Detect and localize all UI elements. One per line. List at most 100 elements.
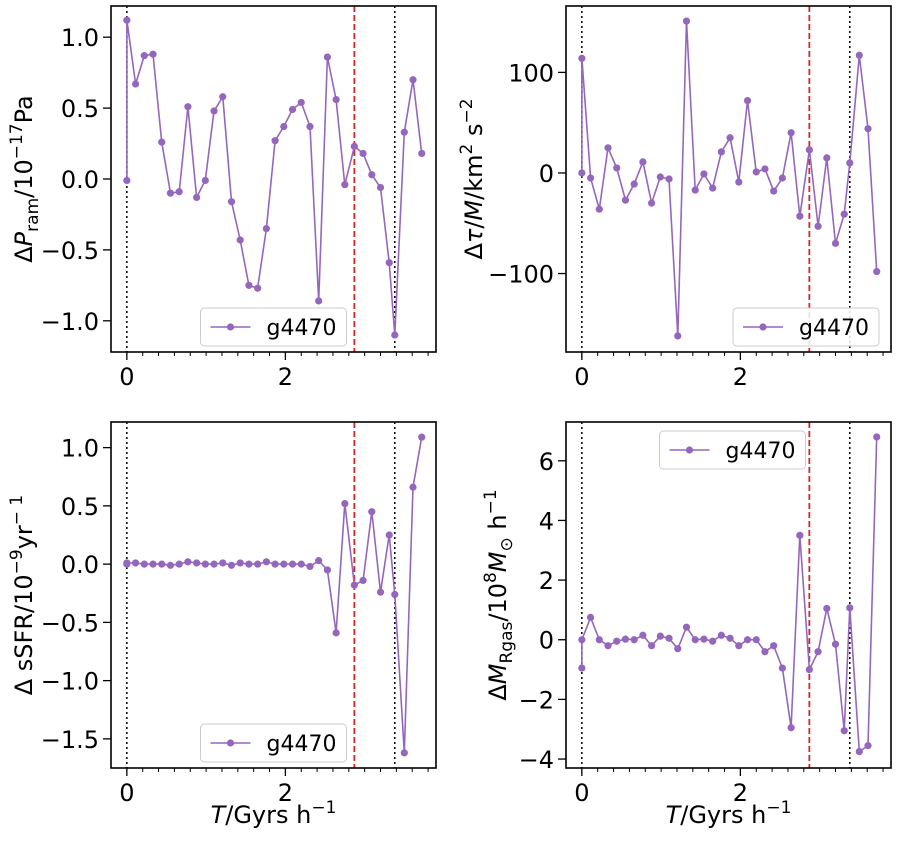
data-point: [796, 531, 804, 539]
data-point: [131, 559, 140, 567]
y-tick-label: −4: [519, 746, 554, 774]
series-line: [126, 436, 423, 753]
data-point: [735, 178, 743, 186]
data-point: [385, 259, 393, 267]
x-tick-label: 2: [278, 779, 293, 807]
data-point: [691, 186, 699, 194]
data-point: [674, 332, 682, 340]
data-point: [409, 483, 417, 491]
data-point: [219, 559, 227, 567]
legend-marker: [226, 739, 235, 747]
y-tick-label: 0.0: [61, 551, 99, 579]
legend: g4470: [659, 430, 806, 470]
data-point: [840, 727, 848, 735]
data-point: [149, 560, 157, 568]
data-point: [368, 508, 376, 516]
y-tick-label: 0: [539, 160, 554, 188]
data-point: [796, 212, 804, 220]
data-point: [227, 198, 236, 206]
data-point: [391, 590, 399, 599]
axes-frame: [565, 421, 892, 769]
data-point: [271, 137, 279, 145]
data-point: [184, 558, 192, 566]
data-point: [184, 103, 192, 111]
data-point: [831, 239, 840, 247]
y-tick-label: 100: [508, 59, 554, 87]
data-point: [166, 561, 175, 569]
plot-area: [578, 422, 881, 768]
data-point: [717, 148, 725, 156]
data-point: [814, 222, 822, 230]
data-point: [193, 193, 201, 202]
data-point: [140, 52, 148, 60]
data-point: [674, 645, 682, 653]
data-point: [700, 170, 708, 178]
legend-label: g4470: [799, 316, 869, 341]
data-point: [846, 159, 854, 167]
x-tick-label: 2: [733, 779, 748, 807]
data-point: [682, 17, 691, 25]
legend-marker: [226, 323, 235, 331]
legend-marker: [685, 446, 694, 454]
data-point: [864, 125, 872, 133]
data-point: [210, 560, 218, 568]
data-point: [814, 648, 822, 656]
data-point: [873, 433, 881, 441]
series-line: [581, 436, 878, 754]
y-tick-label: −100: [488, 261, 554, 289]
data-point: [840, 210, 848, 218]
data-point: [350, 142, 358, 150]
data-point: [613, 637, 621, 645]
legend-label: g4470: [267, 316, 337, 341]
data-point: [717, 631, 725, 639]
data-point: [787, 129, 795, 137]
data-point: [201, 560, 209, 568]
y-tick-label: −2: [519, 686, 554, 714]
data-point: [341, 499, 349, 508]
y-axis-label: ΔPram/10−17Pa: [7, 95, 43, 263]
y-tick-label: 0.5: [61, 493, 99, 521]
data-point: [262, 558, 270, 566]
panel-2: 0 2 −100 0 100 g4470 Δτ/M/km2 s−2: [457, 5, 892, 391]
x-tick-label: 0: [119, 779, 134, 807]
data-point: [245, 560, 253, 568]
data-point: [201, 176, 209, 185]
data-point: [315, 557, 323, 565]
data-point: [743, 96, 752, 105]
data-point: [123, 176, 131, 185]
plot-area: [123, 422, 426, 768]
data-point: [770, 642, 778, 650]
data-point: [236, 236, 244, 244]
data-point: [175, 560, 183, 568]
data-point: [323, 53, 332, 61]
data-point: [193, 559, 201, 567]
data-point: [254, 560, 262, 568]
data-point: [761, 648, 769, 656]
y-tick-label: −0.5: [41, 609, 99, 637]
data-point: [709, 637, 717, 645]
data-point: [306, 562, 314, 571]
data-point: [700, 635, 708, 643]
data-point: [752, 168, 760, 176]
data-point: [376, 588, 385, 596]
axes-frame: [110, 421, 437, 769]
data-point: [630, 636, 638, 644]
data-point: [846, 604, 854, 612]
data-point: [823, 154, 831, 162]
data-point: [586, 174, 595, 182]
data-point: [227, 561, 236, 569]
y-tick-label: 1.0: [61, 435, 99, 463]
data-point: [418, 149, 426, 158]
data-point: [639, 158, 647, 166]
data-point: [656, 173, 664, 181]
legend: g4470: [200, 307, 347, 347]
x-tick-label: 0: [574, 363, 589, 391]
data-point: [665, 634, 673, 642]
data-point: [743, 636, 752, 644]
data-point: [873, 267, 881, 276]
data-point: [823, 604, 831, 613]
data-point: [219, 93, 227, 101]
series-line: [581, 21, 878, 336]
x-tick-label: 2: [278, 363, 293, 391]
data-point: [831, 640, 840, 648]
